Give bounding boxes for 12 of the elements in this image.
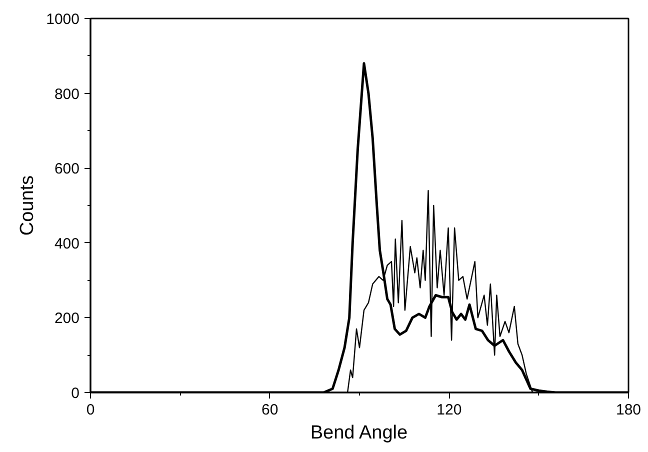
x-tick-label: 180 bbox=[616, 402, 642, 418]
y-tick-label: 600 bbox=[54, 160, 80, 178]
x-tick-label: 0 bbox=[86, 402, 95, 418]
x-axis-title: Bend Angle bbox=[310, 422, 408, 444]
x-tick-label: 120 bbox=[436, 402, 462, 418]
y-tick-label: 400 bbox=[54, 235, 80, 252]
y-tick-label: 200 bbox=[54, 310, 80, 328]
y-tick-label: 1000 bbox=[46, 11, 80, 28]
y-axis-title: Counts bbox=[17, 175, 38, 236]
y-tick-label: 0 bbox=[71, 385, 80, 402]
x-tick-label: 60 bbox=[261, 402, 278, 418]
y-tick-label: 800 bbox=[54, 86, 80, 103]
